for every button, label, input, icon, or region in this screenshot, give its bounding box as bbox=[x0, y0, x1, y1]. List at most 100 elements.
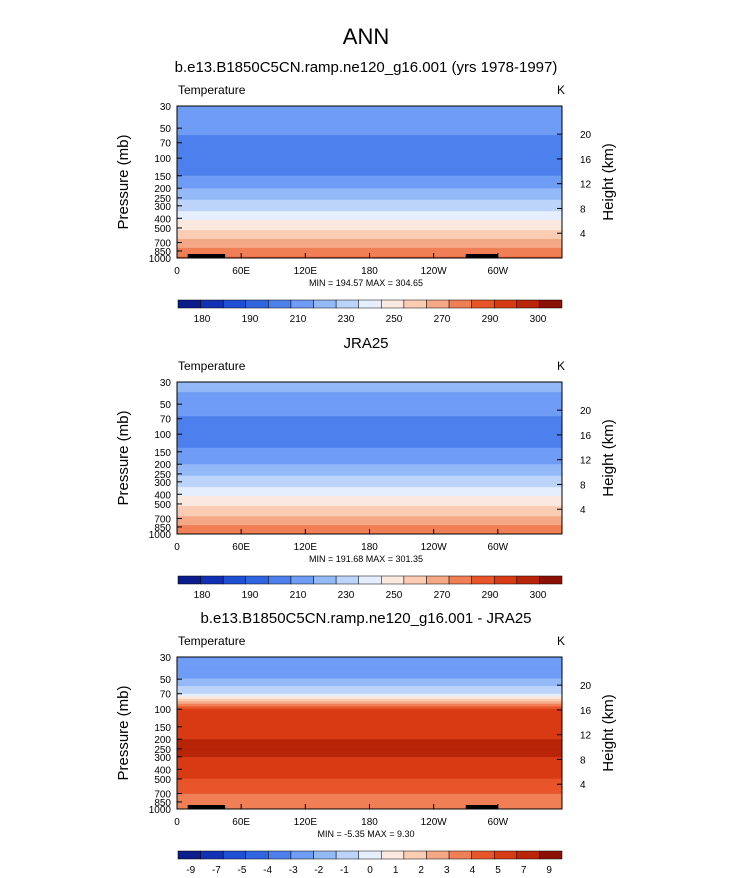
contour-band bbox=[177, 225, 562, 227]
x-tick-label: 0 bbox=[174, 542, 180, 553]
y-tick-label: 150 bbox=[154, 448, 171, 459]
contour-band bbox=[177, 658, 562, 661]
colorbar-box bbox=[403, 575, 427, 585]
contour-band bbox=[177, 393, 562, 396]
contour-band bbox=[177, 792, 562, 795]
contour-band bbox=[177, 132, 562, 135]
y-tick-label: 500 bbox=[154, 224, 171, 235]
y-tick-label: 250 bbox=[154, 745, 171, 756]
colorbar-label: -3 bbox=[289, 865, 298, 873]
colorbar-box bbox=[177, 850, 201, 860]
contour-band bbox=[177, 404, 562, 407]
contour-band bbox=[177, 432, 562, 435]
contour-band bbox=[177, 183, 562, 186]
contour-band bbox=[177, 490, 562, 493]
contour-band bbox=[177, 441, 562, 444]
contour-band bbox=[177, 726, 562, 729]
colorbar-box bbox=[290, 575, 314, 585]
contour-band bbox=[177, 793, 562, 796]
contour-band bbox=[177, 687, 562, 690]
contour-band bbox=[177, 781, 562, 783]
contour-band bbox=[177, 421, 562, 424]
contour-band bbox=[177, 201, 562, 203]
contour-band bbox=[177, 686, 562, 688]
contour-band bbox=[177, 388, 562, 391]
contour-band bbox=[177, 195, 562, 198]
colorbar-label: 230 bbox=[338, 590, 355, 601]
contour-band bbox=[177, 465, 562, 468]
contour-band bbox=[177, 212, 562, 215]
colorbar-label: -2 bbox=[314, 865, 323, 873]
contour-band bbox=[177, 512, 562, 515]
variable-label: Temperature bbox=[178, 83, 246, 97]
colorbar-label: 270 bbox=[434, 590, 451, 601]
colorbar-box bbox=[268, 575, 292, 585]
contour-band bbox=[177, 383, 562, 386]
colorbar-label: 250 bbox=[386, 314, 403, 325]
y-tick-label: 200 bbox=[154, 460, 171, 471]
contour-band bbox=[177, 693, 562, 696]
x-tick-label: 120E bbox=[294, 542, 318, 553]
contour-band bbox=[177, 435, 562, 438]
contour-band bbox=[177, 174, 562, 177]
topography-mask bbox=[187, 254, 226, 258]
contour-band bbox=[177, 397, 562, 400]
contour-band bbox=[177, 175, 562, 178]
y-axis-label: Pressure (mb) bbox=[115, 410, 132, 505]
contour-band bbox=[177, 133, 562, 136]
contour-band bbox=[177, 395, 562, 398]
contour-band bbox=[177, 466, 562, 469]
contour-band bbox=[177, 488, 562, 491]
y-axis-label: Pressure (mb) bbox=[115, 134, 132, 229]
contour-band bbox=[177, 676, 562, 678]
contour-band bbox=[177, 743, 562, 745]
contour-band bbox=[177, 218, 562, 221]
contour-band bbox=[177, 114, 562, 117]
colorbar-box bbox=[313, 575, 337, 585]
contour-band bbox=[177, 188, 562, 191]
colorbar-box bbox=[471, 575, 495, 585]
contour-band bbox=[177, 149, 562, 151]
contour-band bbox=[177, 492, 562, 495]
contour-band bbox=[177, 428, 562, 431]
contour-band bbox=[177, 430, 562, 432]
y-tick-label: 700 bbox=[154, 790, 171, 801]
colorbar-box bbox=[222, 850, 247, 860]
contour-band bbox=[177, 217, 562, 220]
colorbar-box bbox=[539, 850, 563, 860]
contour-band bbox=[177, 499, 562, 502]
contour-band bbox=[177, 672, 562, 675]
contour-band bbox=[177, 475, 562, 478]
contour-band bbox=[177, 165, 562, 168]
contour-band bbox=[177, 220, 562, 222]
contour-band bbox=[177, 795, 562, 797]
contour-band bbox=[177, 507, 562, 510]
contour-band bbox=[177, 682, 562, 685]
contour-band bbox=[177, 414, 562, 417]
y-tick-label: 400 bbox=[154, 490, 171, 501]
colorbar-box bbox=[222, 299, 247, 309]
contour-band bbox=[177, 151, 562, 154]
y-tick-label: 700 bbox=[154, 239, 171, 250]
contour-band bbox=[177, 455, 562, 458]
contour-band bbox=[177, 518, 562, 521]
colorbar-label: 0 bbox=[367, 865, 373, 873]
height-tick-label: 4 bbox=[580, 229, 586, 240]
contour-band bbox=[177, 768, 562, 771]
colorbar-label: -5 bbox=[238, 865, 247, 873]
height-tick-label: 20 bbox=[580, 406, 592, 417]
contour-band bbox=[177, 126, 562, 129]
contour-band bbox=[177, 522, 562, 525]
x-tick-label: 120W bbox=[421, 542, 448, 553]
contour-band bbox=[177, 754, 562, 757]
contour-band bbox=[177, 198, 562, 201]
contour-band bbox=[177, 245, 562, 248]
x-tick-label: 120W bbox=[421, 266, 448, 277]
contour-band bbox=[177, 246, 562, 249]
colorbar-box bbox=[539, 299, 563, 309]
contour-band bbox=[177, 750, 562, 753]
contour-band bbox=[177, 106, 562, 108]
colorbar-box bbox=[290, 299, 314, 309]
contour-band bbox=[177, 496, 562, 498]
contour-band bbox=[177, 667, 562, 669]
